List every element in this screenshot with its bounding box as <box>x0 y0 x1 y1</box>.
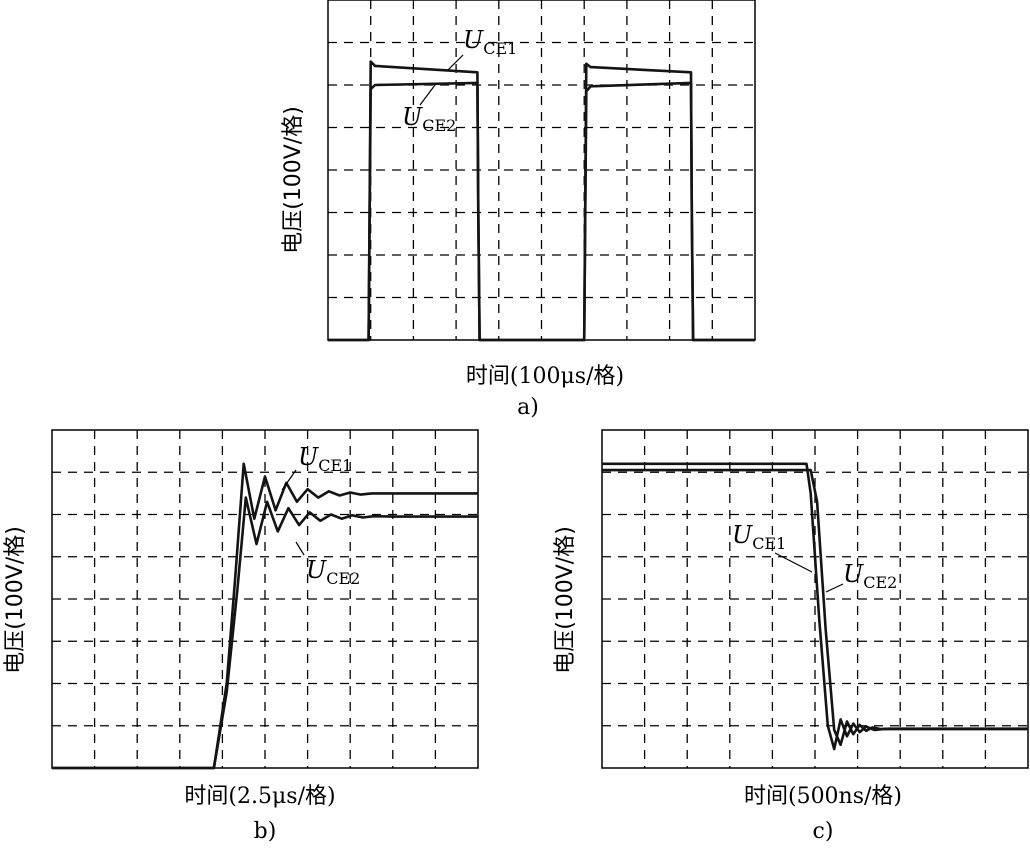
series-line-ce2 <box>328 81 755 342</box>
leader-line <box>281 469 297 491</box>
series-label-main: U <box>732 521 753 549</box>
series-label-main: U <box>843 560 864 588</box>
series-label-ce2: UCE2 <box>306 556 360 588</box>
y-axis-label: 电压(100V/格) <box>281 106 306 254</box>
x-axis-label: 时间(2.5μs/格) <box>184 784 335 809</box>
panel-caption: c) <box>813 819 834 844</box>
leader-line <box>419 84 436 106</box>
series-label-ce1: UCE1 <box>463 26 517 58</box>
series-label-sub: CE2 <box>863 573 897 592</box>
panel-caption: b) <box>254 819 277 844</box>
series-line-ce1 <box>52 462 478 770</box>
series-label-sub: CE2 <box>326 569 360 588</box>
leader-line <box>295 541 305 556</box>
leader-line <box>825 583 844 593</box>
series-label-sub: CE1 <box>483 39 517 58</box>
series-label-ce2: UCE2 <box>402 103 456 135</box>
panel-caption: a) <box>517 395 539 420</box>
series-label-ce1: UCE1 <box>298 443 352 475</box>
series-label-main: U <box>306 556 327 584</box>
y-axis-label: 电压(100V/格) <box>553 526 578 674</box>
leader-line <box>774 552 813 573</box>
series-label-sub: CE1 <box>318 456 352 475</box>
series-label-ce2: UCE2 <box>843 560 897 592</box>
y-axis-label: 电压(100V/格) <box>3 526 28 674</box>
series-line-ce2 <box>52 496 478 770</box>
series-label-sub: CE1 <box>752 534 786 553</box>
leader-line <box>447 54 464 71</box>
series-label-sub: CE2 <box>422 116 456 135</box>
series-line-ce2 <box>602 468 1028 747</box>
series-label-main: U <box>463 26 484 54</box>
series-line-ce1 <box>602 462 1028 751</box>
x-axis-label: 时间(500ns/格) <box>744 784 902 809</box>
series-label-main: U <box>298 443 319 471</box>
x-axis-label: 时间(100μs/格) <box>466 364 624 389</box>
series-label-main: U <box>402 103 423 131</box>
series-label-ce1: UCE1 <box>732 521 786 553</box>
